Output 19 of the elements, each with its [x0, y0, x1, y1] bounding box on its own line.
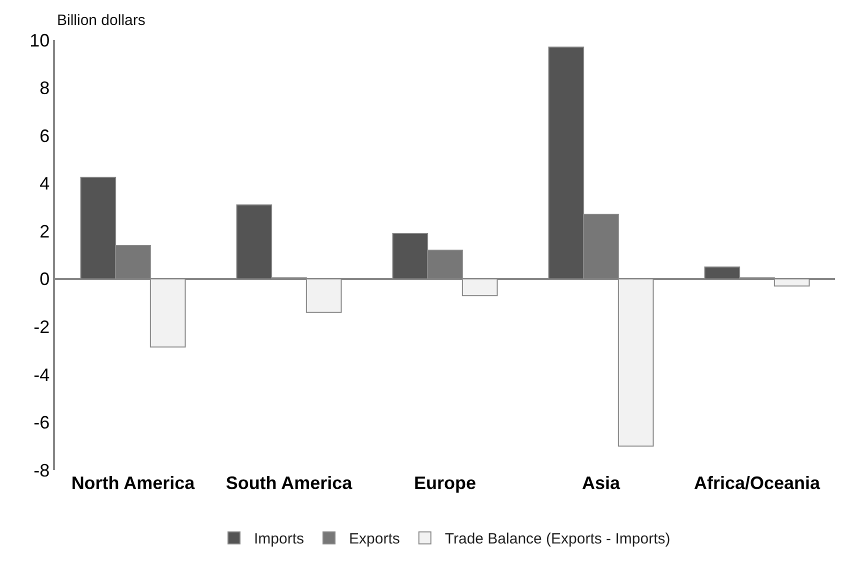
x-tick-label: North America — [71, 473, 196, 493]
x-tick-label: South America — [226, 473, 354, 493]
y-tick-label: 10 — [30, 30, 50, 50]
legend-label: Exports — [349, 530, 400, 548]
y-tick-label: 8 — [40, 78, 50, 98]
y-tick-label: 2 — [40, 221, 50, 242]
x-tick-label: Africa/Oceania — [694, 473, 822, 493]
x-tick-label: Europe — [414, 473, 476, 493]
legend-label: Trade Balance (Exports - Imports) — [444, 530, 670, 548]
y-tick-label: 4 — [40, 174, 50, 194]
y-tick-label: -6 — [34, 412, 50, 433]
y-tick-label: -8 — [34, 460, 50, 480]
y-tick-label: 6 — [40, 126, 50, 146]
y-tick-label: -2 — [34, 316, 50, 337]
y-tick-label: -4 — [34, 364, 50, 385]
legend-label: Imports — [254, 530, 304, 548]
x-tick-label: Asia — [582, 473, 621, 493]
y-axis-title: Billion dollars — [57, 12, 146, 29]
y-tick-label: 0 — [40, 269, 50, 290]
